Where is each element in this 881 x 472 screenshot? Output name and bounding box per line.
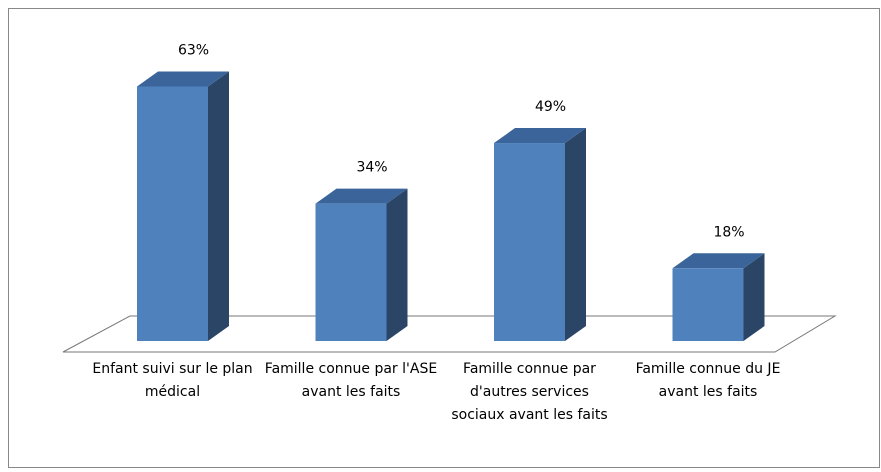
value-label: 63%	[178, 42, 209, 58]
bar-side	[208, 71, 229, 341]
bar-front	[137, 86, 208, 341]
x-tick-label: Famille connue par l'ASE avant les faits	[264, 361, 438, 400]
bar-side	[565, 128, 586, 341]
bar-front	[315, 203, 387, 341]
bar-side	[386, 188, 408, 341]
value-label: 34%	[356, 160, 387, 176]
bar	[137, 71, 229, 341]
bar-front	[672, 268, 744, 341]
x-tick-label-box: Famille connue du JE avant les faits	[635, 361, 781, 400]
value-label: 49%	[535, 99, 566, 115]
bar	[315, 188, 408, 341]
x-tick-label: Famille connue du JE avant les faits	[635, 361, 781, 400]
x-tick-label-box: Famille connue par l'ASE avant les faits	[264, 361, 438, 400]
floor	[62, 315, 837, 353]
bar-top	[672, 253, 765, 269]
x-tick-label-box: Enfant suivi sur le plan médical	[92, 361, 253, 400]
value-label: 18%	[713, 224, 744, 240]
x-tick-label: Famille connue par d'autres services soc…	[451, 361, 608, 423]
x-tick-label: Enfant suivi sur le plan médical	[92, 361, 253, 400]
bar-top	[137, 71, 229, 87]
bar	[672, 253, 765, 341]
bar-side	[743, 253, 765, 341]
x-tick-label-box: Famille connue par d'autres services soc…	[451, 361, 608, 423]
bar-top	[315, 188, 408, 204]
bar-front	[494, 143, 565, 341]
bar	[494, 128, 586, 341]
bar-top	[494, 128, 586, 144]
